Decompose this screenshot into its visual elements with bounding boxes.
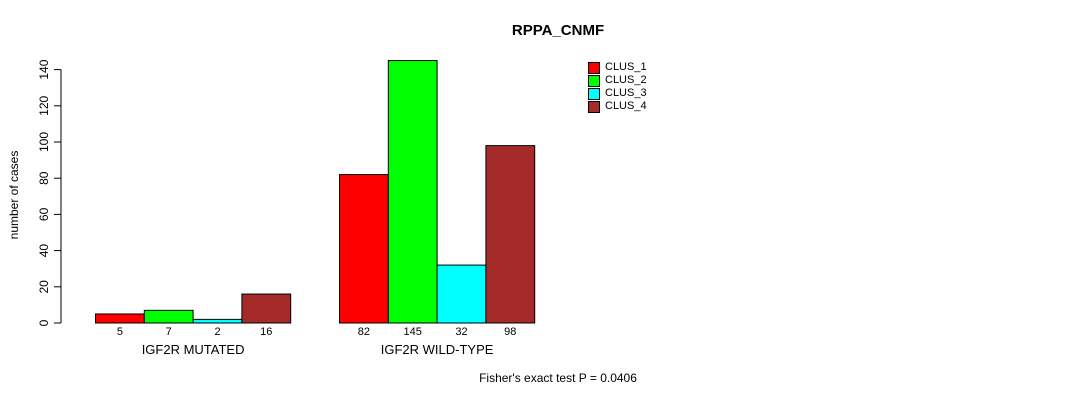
bar-value-label: 32: [455, 326, 467, 338]
legend-item: CLUS_4: [588, 100, 647, 113]
bar-clus_3: [436, 264, 487, 324]
legend-swatch-icon: [588, 100, 600, 113]
category-label: IGF2R MUTATED: [142, 342, 245, 357]
y-tick-label: 140: [37, 59, 51, 79]
legend-item: CLUS_1: [588, 61, 647, 74]
y-tick-label: 40: [37, 244, 51, 258]
fisher-test-annotation: Fisher's exact test P = 0.0406: [479, 371, 637, 385]
bar-value-label: 7: [166, 326, 172, 338]
legend: CLUS_1 CLUS_2 CLUS_3 CLUS_4: [588, 61, 647, 113]
bar-value-label: 98: [504, 326, 516, 338]
legend-label: CLUS_1: [605, 61, 647, 73]
bar-clus_1: [339, 174, 389, 324]
bar-clus_4: [485, 145, 536, 324]
bar-value-label: 2: [214, 326, 220, 338]
legend-swatch-icon: [588, 61, 600, 74]
y-tick-label: 60: [37, 207, 51, 221]
y-tick-label: 80: [37, 171, 51, 185]
bar-clus_4: [241, 293, 292, 324]
y-tick-label: 100: [37, 132, 51, 152]
bar-value-label: 5: [117, 326, 123, 338]
legend-swatch-icon: [588, 87, 600, 100]
legend-item: CLUS_3: [588, 87, 647, 100]
legend-swatch-icon: [588, 74, 600, 87]
legend-label: CLUS_3: [605, 87, 647, 99]
category-label: IGF2R WILD-TYPE: [381, 342, 494, 357]
bar-value-label: 145: [404, 326, 422, 338]
bar-clus_1: [95, 313, 145, 324]
bar-clus_2: [143, 309, 194, 324]
bar-value-label: 82: [358, 326, 370, 338]
legend-label: CLUS_4: [605, 100, 647, 112]
legend-item: CLUS_2: [588, 74, 647, 87]
bar-value-label: 16: [260, 326, 272, 338]
legend-label: CLUS_2: [605, 74, 647, 86]
y-tick-label: 20: [37, 280, 51, 294]
bar-clus_2: [387, 60, 438, 324]
chart-title: RPPA_CNMF: [511, 22, 605, 39]
y-tick-label: 120: [37, 95, 51, 115]
y-tick-label: 0: [37, 319, 51, 326]
bar-clus_3: [192, 318, 243, 324]
